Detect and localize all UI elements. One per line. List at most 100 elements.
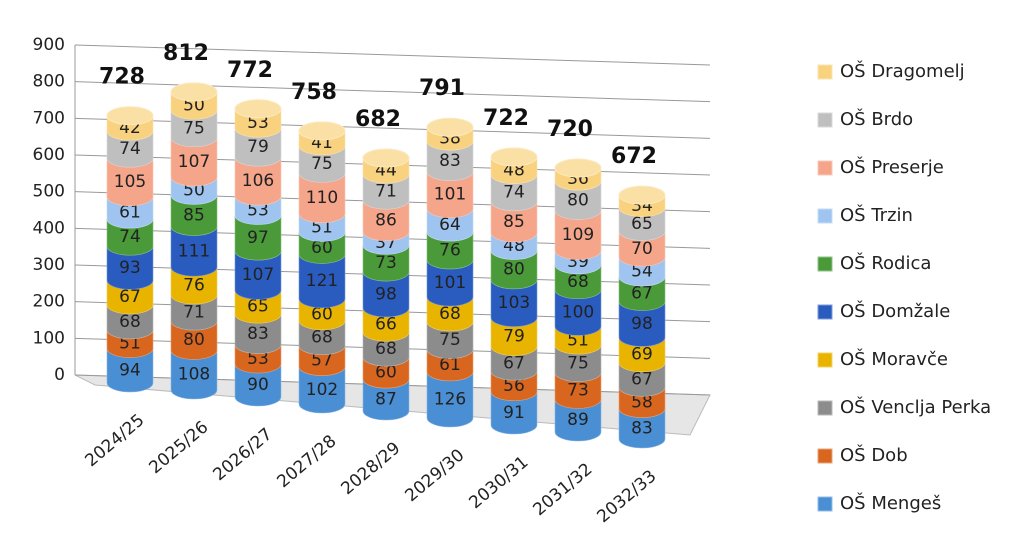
value-label: 79 [503, 327, 525, 347]
value-label: 75 [439, 330, 461, 350]
value-label: 56 [503, 376, 525, 396]
y-tick-label: 100 [33, 328, 65, 348]
legend-label: OŠ Brdo [840, 108, 913, 130]
value-label: 71 [183, 303, 205, 323]
value-label: 103 [498, 293, 530, 313]
value-label: 102 [306, 380, 338, 400]
grid-line [74, 81, 711, 103]
value-label: 68 [375, 339, 397, 359]
x-tick-label: 2030/31 [465, 452, 532, 513]
y-tick-label: 500 [33, 182, 65, 202]
value-label: 69 [631, 345, 653, 365]
value-label: 98 [631, 314, 653, 334]
value-label: 66 [375, 315, 397, 335]
value-label: 68 [439, 304, 461, 324]
total-label: 728 [99, 65, 145, 90]
cylinder-top [490, 147, 538, 167]
legend-swatch [817, 160, 833, 176]
value-label: 94 [119, 360, 141, 380]
value-label: 67 [119, 287, 141, 307]
value-label: 60 [311, 238, 333, 258]
legend-swatch [817, 112, 833, 128]
value-label: 105 [114, 172, 146, 192]
value-label: 89 [567, 410, 589, 430]
value-label: 67 [631, 370, 653, 390]
cylinder-top [618, 185, 666, 205]
x-tick-label: 2028/29 [337, 438, 404, 499]
legend-label: OŠ Moravče [840, 348, 948, 370]
value-label: 75 [311, 154, 333, 174]
value-label: 68 [311, 328, 333, 348]
value-label: 65 [247, 297, 269, 317]
value-label: 53 [247, 349, 269, 369]
value-label: 80 [567, 190, 589, 210]
legend-swatch [817, 208, 833, 224]
x-tick-label: 2029/30 [401, 445, 468, 506]
value-label: 80 [503, 260, 525, 280]
value-label: 98 [375, 285, 397, 305]
legend-label: OŠ Mengeš [840, 492, 941, 514]
value-label: 53 [247, 200, 269, 220]
value-label: 76 [183, 276, 205, 296]
value-label: 64 [439, 215, 461, 235]
value-label: 85 [183, 205, 205, 225]
value-label: 121 [306, 271, 338, 291]
value-label: 86 [375, 210, 397, 230]
y-tick-label: 900 [33, 35, 65, 55]
value-label: 110 [306, 188, 338, 208]
y-tick-label: 700 [33, 108, 65, 128]
value-label: 100 [562, 303, 594, 323]
value-label: 58 [631, 392, 653, 412]
legend-label: OŠ Dob [840, 444, 908, 466]
y-tick-label: 300 [33, 255, 65, 275]
value-label: 83 [631, 418, 653, 438]
value-label: 54 [631, 262, 653, 282]
value-label: 85 [503, 212, 525, 232]
cylinder-top [298, 121, 346, 141]
legend-swatch [817, 448, 833, 464]
value-label: 97 [247, 228, 269, 248]
value-label: 80 [183, 330, 205, 350]
y-tick-label: 600 [33, 145, 65, 165]
value-label: 126 [434, 389, 466, 409]
value-label: 75 [183, 118, 205, 138]
value-label: 111 [178, 241, 210, 261]
x-tick-label: 2031/32 [529, 459, 596, 520]
grid-line [74, 44, 711, 66]
value-label: 83 [439, 151, 461, 171]
value-label: 60 [375, 363, 397, 383]
value-label: 74 [119, 139, 141, 159]
legend-label: OŠ Dragomelj [840, 60, 965, 82]
value-label: 106 [242, 171, 274, 191]
value-label: 87 [375, 390, 397, 410]
legend-swatch [817, 352, 833, 368]
value-label: 57 [311, 351, 333, 371]
value-label: 107 [242, 265, 274, 285]
value-label: 68 [567, 272, 589, 292]
y-tick-label: 200 [33, 292, 65, 312]
value-label: 71 [375, 182, 397, 202]
value-label: 75 [567, 353, 589, 373]
value-label: 73 [567, 380, 589, 400]
legend-label: OŠ Venclja Perka [840, 396, 991, 418]
total-label: 722 [483, 106, 529, 131]
cylinder-top [106, 106, 154, 126]
legend-swatch [817, 64, 833, 80]
total-label: 672 [611, 144, 657, 169]
x-tick-label: 2027/28 [273, 431, 340, 492]
value-label: 79 [247, 137, 269, 157]
value-label: 108 [178, 365, 210, 385]
value-label: 109 [562, 225, 594, 245]
cylinder-top [170, 82, 218, 102]
value-label: 73 [375, 253, 397, 273]
value-label: 107 [178, 152, 210, 172]
value-label: 101 [434, 273, 466, 293]
total-label: 772 [227, 58, 273, 83]
cylinder-top [554, 158, 602, 178]
y-tick-label: 400 [33, 218, 65, 238]
total-label: 682 [355, 107, 401, 132]
value-label: 65 [631, 214, 653, 234]
value-label: 67 [503, 353, 525, 373]
value-label: 60 [311, 304, 333, 324]
